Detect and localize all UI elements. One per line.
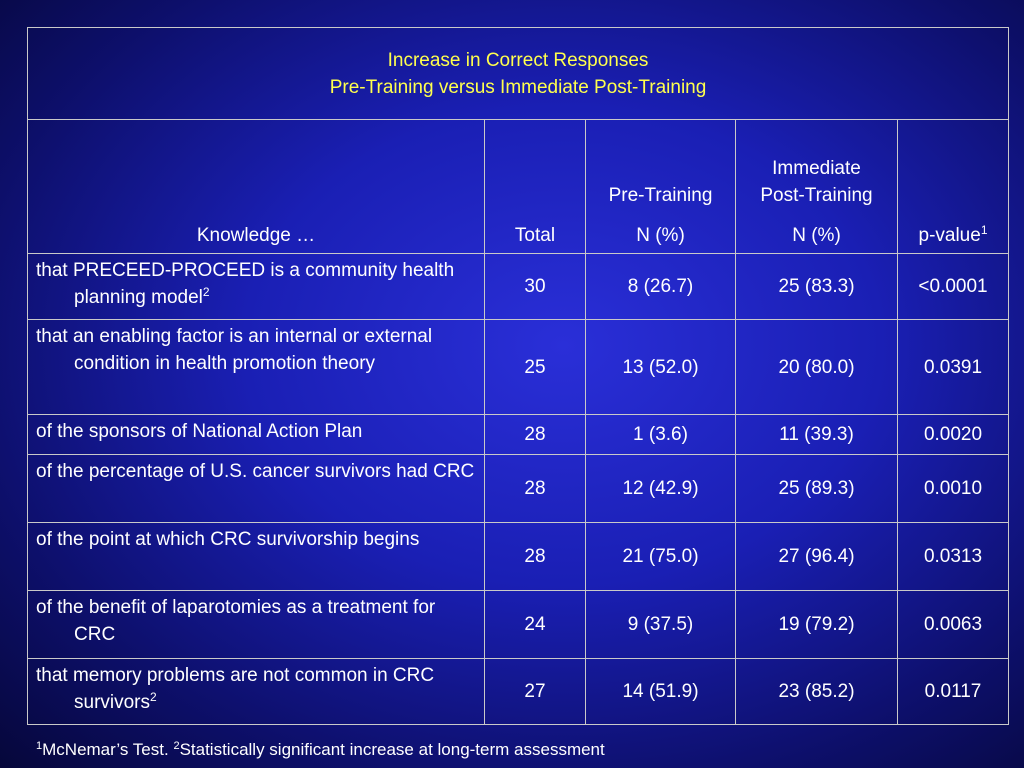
row-pre-training-cell: 12 (42.9) [585,454,736,523]
header-pre-training-unit: N (%) [636,225,685,246]
row-total-cell: 27 [484,658,586,725]
row-pre-training-cell: 21 (75.0) [585,522,736,591]
footnote-mark-1: 1 [36,740,43,752]
row-post-training-cell: 19 (79.2) [735,590,898,659]
row-knowledge-text: that an enabling factor is an internal o… [36,326,433,374]
header-knowledge-label: Knowledge … [196,225,316,246]
footnote: 1McNemar’s Test. 2Statistically signific… [36,739,605,761]
results-table: Increase in Correct Responses Pre-Traini… [26,27,1010,725]
header-pre-training-label: Pre-Training [608,185,713,206]
row-p-value-cell: 0.0391 [896,319,1010,415]
row-post-training-cell: 27 (96.4) [735,522,898,591]
table-row: of the percentage of U.S. cancer survivo… [27,454,1010,523]
row-p-value-cell: 0.0010 [896,454,1010,523]
row-post-training-cell: 23 (85.2) [735,658,898,725]
row-knowledge-cell: that an enabling factor is an internal o… [27,319,485,415]
table-row: that memory problems are not common in C… [27,658,1010,725]
row-knowledge-text: that memory problems are not common in C… [36,665,435,713]
header-p-value-label: p-value [918,225,981,246]
row-footnote-mark: 2 [202,285,210,299]
row-knowledge-cell: that memory problems are not common in C… [27,658,485,725]
row-total-cell: 25 [484,319,586,415]
header-post-training-unit: N (%) [792,225,841,246]
header-post-training-label-1: Immediate [772,158,861,179]
header-p-value: p-value1 [896,119,1010,254]
row-total-cell: 28 [484,414,586,455]
header-pre-training: Pre-Training N (%) [585,119,736,254]
row-knowledge-text: of the benefit of laparotomies as a trea… [36,597,436,645]
header-post-training-label-2: Post-Training [760,185,873,206]
row-total-cell: 24 [484,590,586,659]
row-knowledge-text: of the point at which CRC survivorship b… [36,529,420,550]
row-total-cell: 28 [484,522,586,591]
table-row: of the point at which CRC survivorship b… [27,522,1010,591]
row-pre-training-cell: 13 (52.0) [585,319,736,415]
row-knowledge-text: of the percentage of U.S. cancer survivo… [36,461,475,482]
row-knowledge-text: that PRECEED-PROCEED is a community heal… [36,260,455,308]
row-knowledge-cell: of the sponsors of National Action Plan [27,414,485,455]
row-p-value-cell: 0.0020 [896,414,1010,455]
header-total-label: Total [514,225,556,246]
row-pre-training-cell: 8 (26.7) [585,253,736,320]
row-knowledge-cell: of the percentage of U.S. cancer survivo… [27,454,485,523]
title-row: Increase in Correct Responses Pre-Traini… [26,27,1010,120]
footnote-mark-2: 2 [173,740,180,752]
table-body: that PRECEED-PROCEED is a community heal… [27,253,1010,725]
row-pre-training-cell: 9 (37.5) [585,590,736,659]
header-total: Total [484,119,586,254]
row-knowledge-cell: that PRECEED-PROCEED is a community heal… [27,253,485,320]
row-post-training-cell: 25 (83.3) [735,253,898,320]
footnote-text-1: McNemar’s Test. [42,740,174,759]
table-title: Increase in Correct Responses Pre-Traini… [26,27,1010,120]
header-knowledge: Knowledge … [27,119,485,254]
table-row: of the sponsors of National Action Plan 2… [27,414,1010,455]
header-row: Knowledge … Total Pre-Training N (%) Imm… [27,119,1010,254]
footnote-text-2: Statistically significant increase at lo… [179,740,605,759]
header-p-value-footnote-mark: 1 [980,223,988,237]
row-footnote-mark: 2 [150,690,157,704]
row-p-value-cell: <0.0001 [896,253,1010,320]
table-row: that PRECEED-PROCEED is a community heal… [27,253,1010,320]
row-post-training-cell: 20 (80.0) [735,319,898,415]
row-knowledge-text: of the sponsors of National Action Plan [36,421,363,442]
header-post-training: Immediate Post-Training N (%) [735,119,898,254]
row-total-cell: 28 [484,454,586,523]
row-pre-training-cell: 1 (3.6) [585,414,736,455]
table-row: of the benefit of laparotomies as a trea… [27,590,1010,659]
row-pre-training-cell: 14 (51.9) [585,658,736,725]
table-row: that an enabling factor is an internal o… [27,319,1010,415]
row-total-cell: 30 [484,253,586,320]
row-p-value-cell: 0.0063 [896,590,1010,659]
row-post-training-cell: 25 (89.3) [735,454,898,523]
row-p-value-cell: 0.0117 [896,658,1010,725]
title-line-2: Pre-Training versus Immediate Post-Train… [329,76,707,98]
row-knowledge-cell: of the benefit of laparotomies as a trea… [27,590,485,659]
row-post-training-cell: 11 (39.3) [735,414,898,455]
row-p-value-cell: 0.0313 [896,522,1010,591]
row-knowledge-cell: of the point at which CRC survivorship b… [27,522,485,591]
title-line-1: Increase in Correct Responses [387,49,649,71]
